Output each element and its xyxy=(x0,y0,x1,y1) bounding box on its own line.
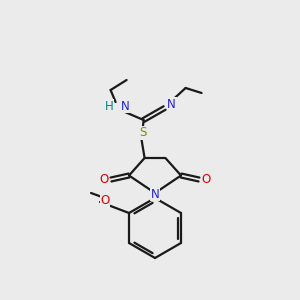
Text: O: O xyxy=(201,173,211,186)
Text: N: N xyxy=(151,188,159,200)
Text: N: N xyxy=(167,98,176,110)
Text: S: S xyxy=(139,127,146,140)
Text: N: N xyxy=(121,100,129,112)
Text: H: H xyxy=(105,100,114,112)
Text: O: O xyxy=(100,194,109,206)
Text: O: O xyxy=(99,173,109,186)
